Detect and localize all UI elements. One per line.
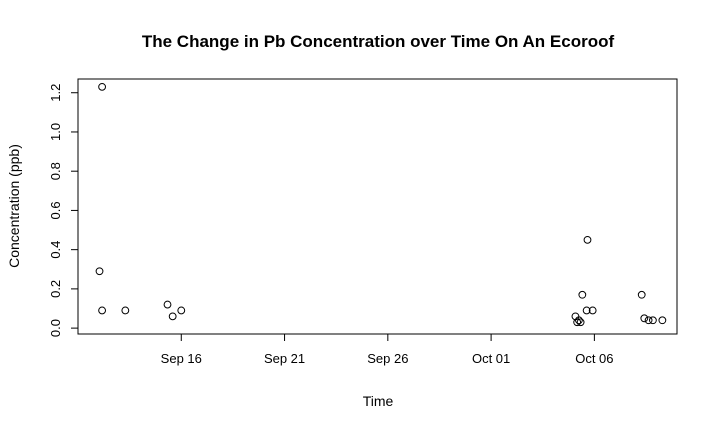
y-tick-label: 1.2 [48, 84, 63, 102]
data-point [576, 318, 585, 327]
data-point [649, 316, 657, 325]
x-axis-label: Time [363, 393, 394, 409]
data-point [177, 306, 186, 315]
x-tick-label: Oct 01 [472, 351, 510, 366]
y-tick-label: 0.0 [48, 319, 63, 337]
data-point [583, 235, 592, 244]
data-point [121, 306, 130, 315]
data-point [573, 318, 582, 327]
x-axis: Sep 16 Sep 21 Sep 26 Oct 01 Oct 06 [161, 334, 614, 366]
y-tick-label: 0.6 [48, 201, 63, 219]
data-point [163, 300, 172, 309]
data-point [578, 290, 587, 299]
data-point [640, 314, 649, 323]
y-tick-label: 0.4 [48, 241, 63, 259]
data-point [98, 306, 106, 315]
data-point [588, 306, 597, 315]
x-tick-label: Sep 21 [264, 351, 305, 366]
y-axis: 0.0 0.2 0.4 0.6 0.8 1.0 1.2 [48, 84, 78, 337]
x-tick-label: Sep 16 [161, 351, 202, 366]
data-point [658, 316, 667, 325]
data-point [95, 267, 104, 276]
x-tick-label: Oct 06 [575, 351, 613, 366]
data-point [644, 316, 653, 325]
data-point [582, 306, 591, 315]
data-point [168, 312, 177, 321]
data-point [637, 290, 646, 299]
data-points [95, 82, 667, 327]
data-point [574, 316, 583, 325]
data-point [98, 82, 106, 91]
plot-frame [77, 78, 678, 335]
x-tick-label: Sep 26 [367, 351, 408, 366]
y-tick-label: 0.8 [48, 162, 63, 180]
y-tick-label: 0.2 [48, 280, 63, 298]
y-axis-label: Concentration (ppb) [6, 144, 22, 268]
y-tick-label: 1.0 [48, 123, 63, 141]
chart-title: The Change in Pb Concentration over Time… [142, 32, 615, 51]
